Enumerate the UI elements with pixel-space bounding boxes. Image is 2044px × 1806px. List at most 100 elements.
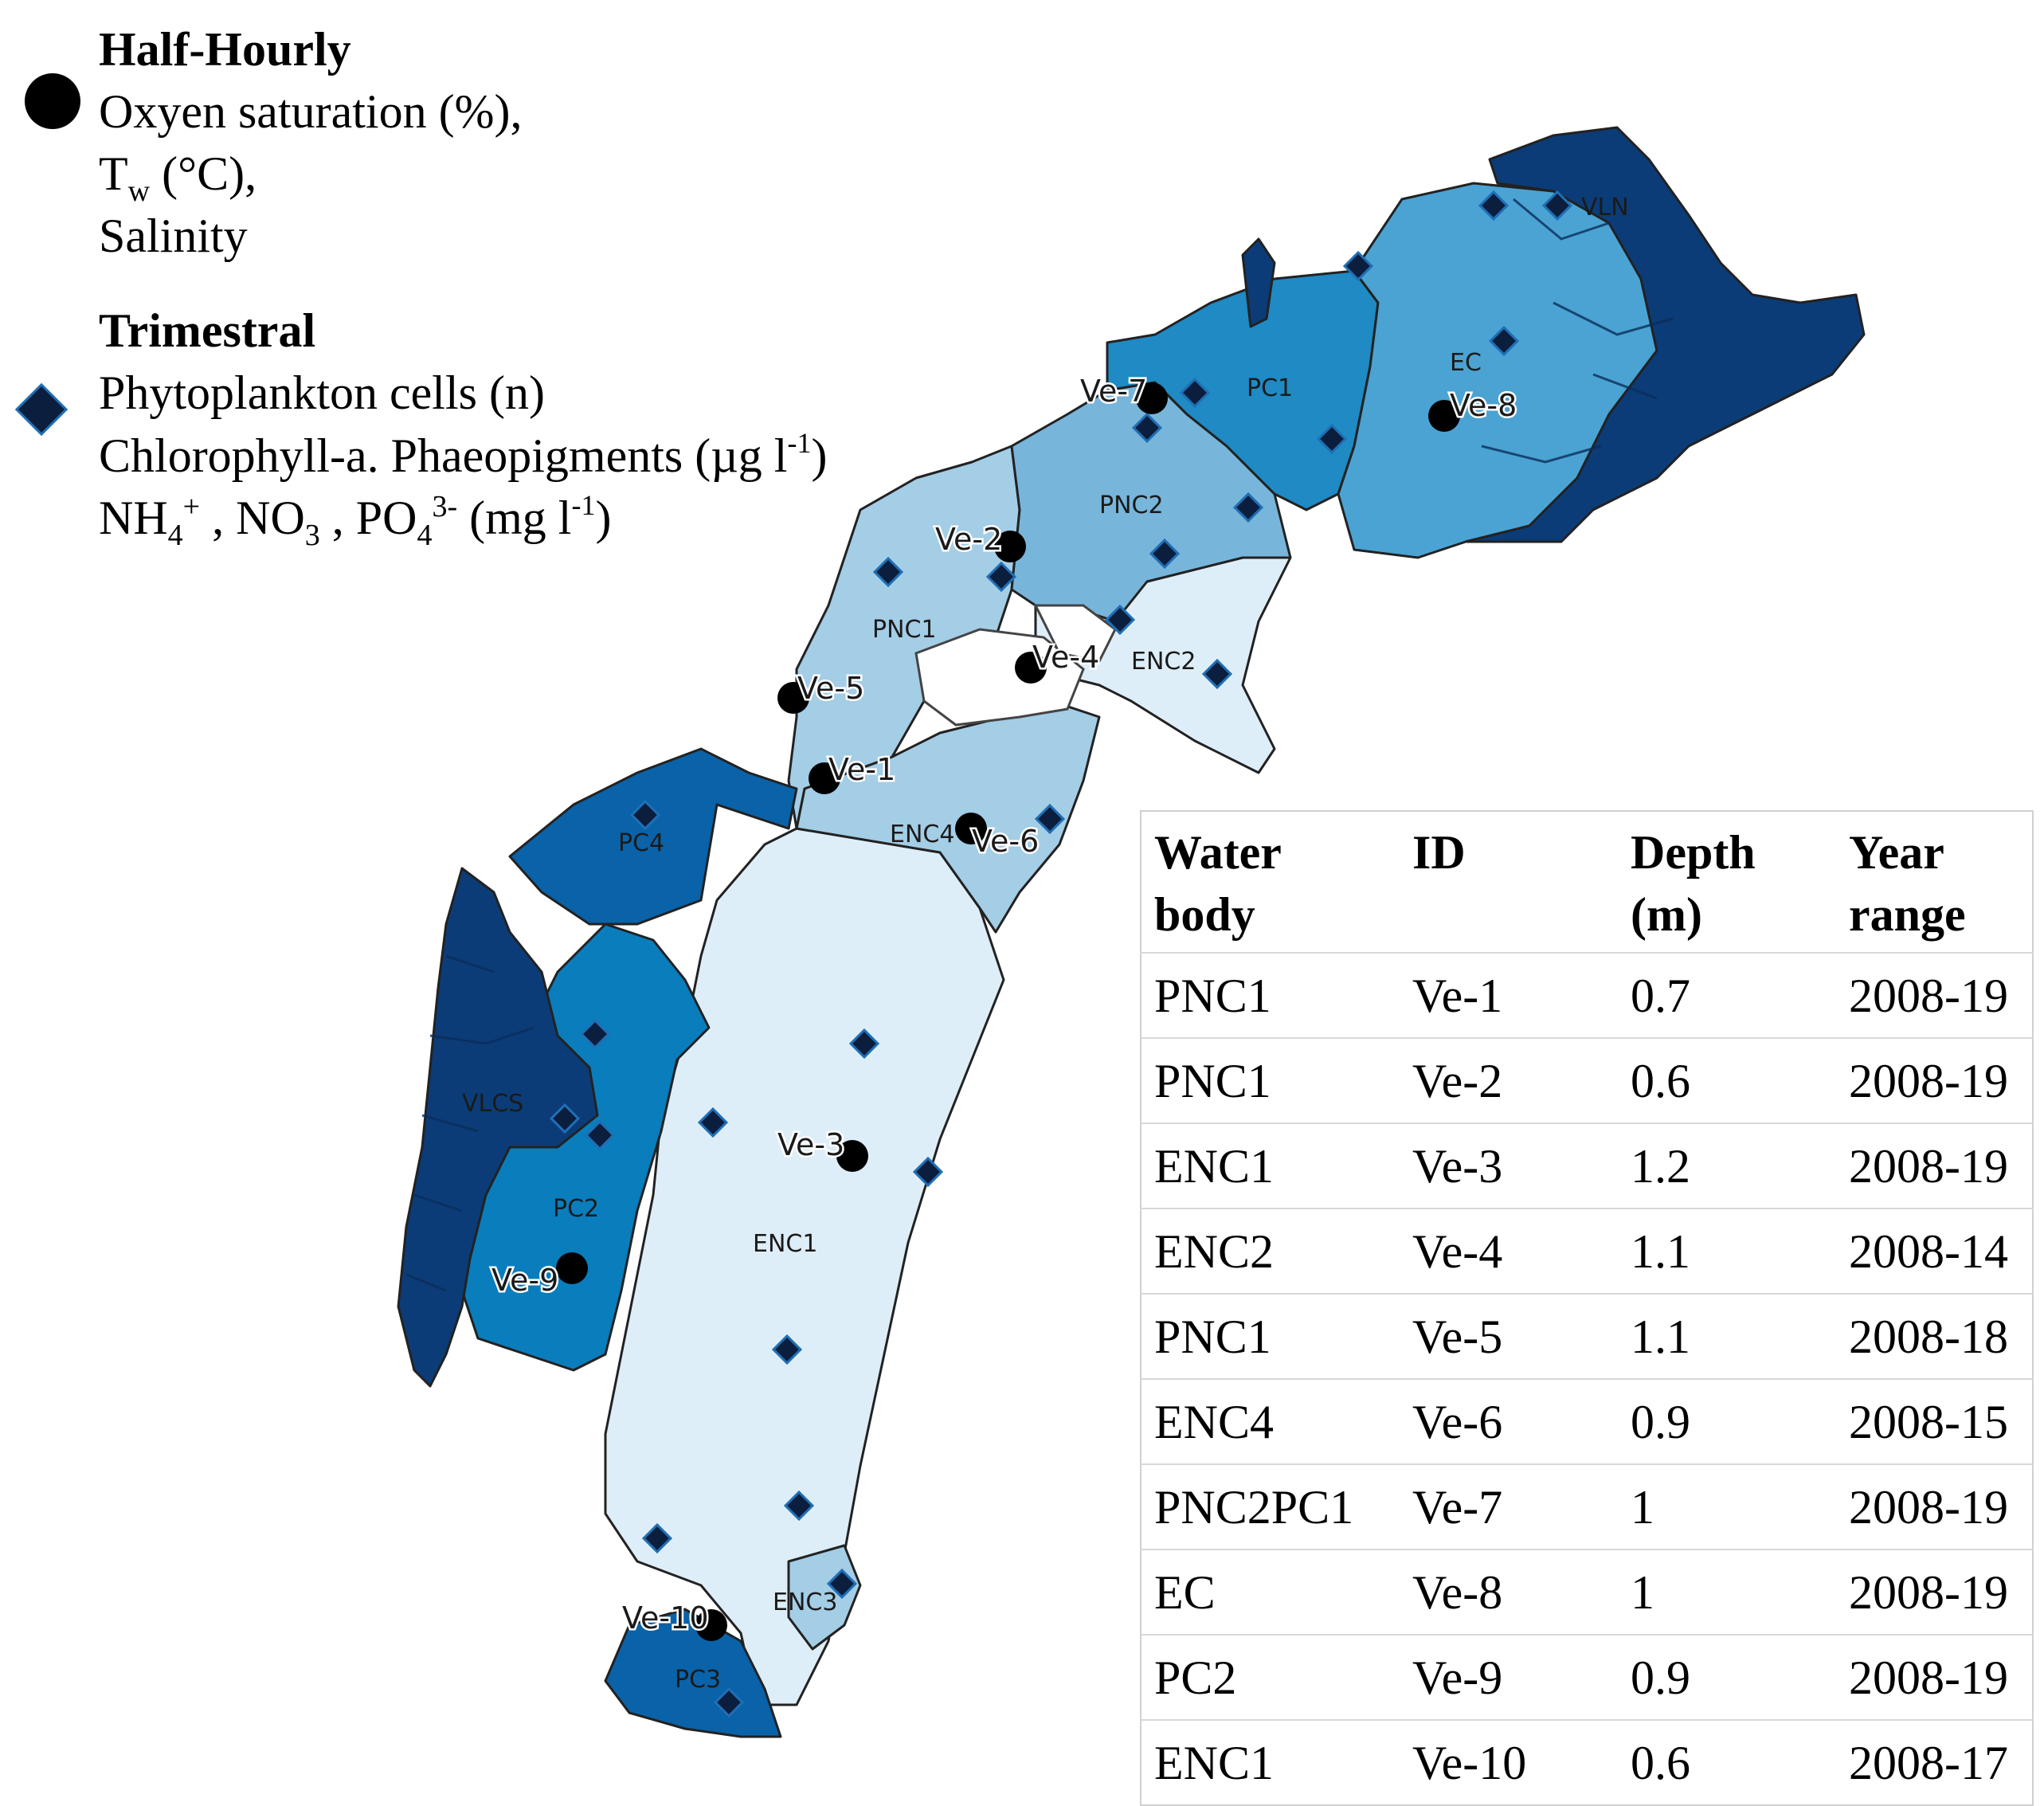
cell-id: Ve-6: [1400, 1378, 1618, 1464]
cell-depth: 1.1: [1618, 1208, 1836, 1294]
cell-year-range: 2008-19: [1836, 1037, 2033, 1123]
table-row: PNC1 Ve-5 1.1 2008-18: [1141, 1293, 2033, 1379]
cell-year-range: 2008-19: [1836, 1122, 2033, 1209]
label-pc1: PC1: [1247, 374, 1293, 402]
legend-half-hourly-title: Half-Hourly: [99, 23, 351, 76]
table-row: PNC1 Ve-1 0.7 2008-19: [1141, 952, 2033, 1038]
trimestral-marker[interactable]: [1179, 377, 1211, 409]
trimestral-marker[interactable]: [1232, 492, 1264, 523]
label-vlcs: VLCS: [462, 1090, 523, 1118]
trimestral-marker[interactable]: [848, 1028, 880, 1060]
trimestral-marker[interactable]: [1034, 803, 1066, 835]
legend-half-hourly-circle-icon: [25, 73, 80, 129]
trimestral-marker[interactable]: [872, 556, 904, 588]
station-ve8-marker[interactable]: [1428, 400, 1460, 432]
trimestral-marker[interactable]: [771, 1334, 803, 1365]
marsh-texture: [405, 198, 1674, 1292]
zone-vlcs[interactable]: [397, 867, 599, 1388]
zone-vln[interactable]: [1464, 126, 1866, 543]
header-water-body: Water body: [1154, 826, 1281, 941]
cell-water-body: PC2: [1141, 1634, 1400, 1720]
trimestral-marker[interactable]: [1316, 423, 1348, 455]
header-id: ID: [1412, 826, 1466, 879]
legend-trimestral-line3: NH4+ , NO3 , PO43- (mg l-1): [99, 489, 611, 552]
cell-depth: 1.1: [1618, 1293, 1836, 1379]
label-pnc2: PNC2: [1099, 492, 1164, 519]
header-year-range: Year range: [1849, 826, 1966, 941]
station-label-ve6: Ve-6: [972, 824, 1039, 859]
cell-water-body: PNC1: [1141, 1037, 1400, 1123]
cell-depth: 1: [1618, 1549, 1836, 1635]
station-ve6-marker[interactable]: [955, 813, 987, 844]
label-enc4: ENC4: [890, 821, 954, 848]
station-ve4-marker[interactable]: [1015, 652, 1047, 684]
station-ve7-marker[interactable]: [1136, 382, 1168, 414]
zone-pc4[interactable]: [508, 747, 798, 926]
station-label-ve5: Ve-5: [797, 671, 864, 706]
cell-depth: 0.6: [1618, 1037, 1836, 1123]
cell-water-body: PNC1: [1141, 952, 1400, 1038]
zone-enc4[interactable]: [795, 699, 1101, 934]
station-ve9-marker[interactable]: [556, 1252, 588, 1284]
station-label-ve3: Ve-3: [777, 1127, 844, 1162]
zone-pnc1[interactable]: [787, 445, 1021, 830]
table-row: ENC1 Ve-3 1.2 2008-19: [1141, 1122, 2033, 1209]
trimestral-marker[interactable]: [1149, 538, 1181, 570]
legend-trimestral-title: Trimestral: [99, 304, 315, 357]
zone-labels: VLN EC PC1 PNC2 PNC1 ENC2 ENC4 PC4 VLCS …: [462, 194, 1629, 1694]
legend-half-hourly-line1: Oxyen saturation (%),: [99, 85, 523, 138]
cell-water-body: ENC1: [1141, 1122, 1400, 1209]
station-ve1-marker[interactable]: [809, 762, 840, 794]
station-ve2-marker[interactable]: [994, 531, 1026, 562]
trimestral-marker[interactable]: [1342, 250, 1374, 282]
trimestral-marker[interactable]: [1201, 658, 1233, 690]
trimestral-marker[interactable]: [985, 561, 1017, 593]
cell-year-range: 2008-17: [1836, 1719, 2033, 1805]
cell-year-range: 2008-15: [1836, 1378, 2033, 1464]
trimestral-marker[interactable]: [1131, 412, 1163, 444]
cell-water-body: ENC4: [1141, 1378, 1400, 1464]
label-pc4: PC4: [618, 829, 664, 857]
cell-year-range: 2008-19: [1836, 1463, 2033, 1549]
cell-water-body: ENC1: [1141, 1719, 1400, 1805]
cell-depth: 1: [1618, 1463, 1836, 1549]
trimestral-marker[interactable]: [641, 1522, 673, 1554]
cell-depth: 1.2: [1618, 1122, 1836, 1209]
cell-water-body: PNC2PC1: [1141, 1463, 1400, 1549]
trimestral-marker[interactable]: [826, 1568, 858, 1600]
cell-id: Ve-8: [1400, 1549, 1618, 1635]
trimestral-marker[interactable]: [579, 1018, 611, 1050]
table-header-row: Water body ID Depth (m) Year range: [1141, 811, 2033, 953]
station-label-ve2: Ve-2: [935, 522, 1002, 557]
header-depth: Depth (m): [1631, 826, 1756, 941]
legend-trimestral-line2: Chlorophyll-a. Phaeopigments (µg l-1): [99, 427, 827, 482]
trimestral-marker[interactable]: [1488, 325, 1520, 357]
cell-year-range: 2008-19: [1836, 1634, 2033, 1720]
station-ve3-marker[interactable]: [836, 1140, 868, 1172]
station-ve5-marker[interactable]: [777, 682, 809, 714]
trimestral-marker[interactable]: [912, 1156, 944, 1188]
cell-id: Ve-5: [1400, 1293, 1618, 1379]
trimestral-marker[interactable]: [549, 1103, 581, 1134]
trimestral-marker[interactable]: [629, 799, 661, 831]
water-bodies: [397, 126, 1866, 1738]
cell-id: Ve-7: [1400, 1463, 1618, 1549]
cell-water-body: PNC1: [1141, 1293, 1400, 1379]
trimestral-marker[interactable]: [1541, 190, 1573, 221]
station-label-ve1: Ve-1: [828, 752, 895, 787]
cell-id: Ve-4: [1400, 1208, 1618, 1294]
cell-id: Ve-10: [1400, 1719, 1618, 1805]
stations-table: Water body ID Depth (m) Year range PNC1 V…: [1140, 810, 2034, 1806]
cell-id: Ve-9: [1400, 1634, 1618, 1720]
trimestral-marker[interactable]: [584, 1119, 616, 1151]
trimestral-marker[interactable]: [783, 1490, 815, 1522]
station-ve10-marker[interactable]: [695, 1609, 727, 1641]
trimestral-marker[interactable]: [1478, 190, 1510, 221]
label-enc1: ENC1: [753, 1230, 817, 1258]
trimestral-marker[interactable]: [713, 1687, 745, 1718]
cell-year-range: 2008-19: [1836, 1549, 2033, 1635]
trimestral-marker[interactable]: [697, 1107, 729, 1138]
legend-trimestral-line1: Phytoplankton cells (n): [99, 366, 545, 419]
trimestral-marker[interactable]: [1104, 604, 1136, 636]
cell-depth: 0.7: [1618, 952, 1836, 1038]
